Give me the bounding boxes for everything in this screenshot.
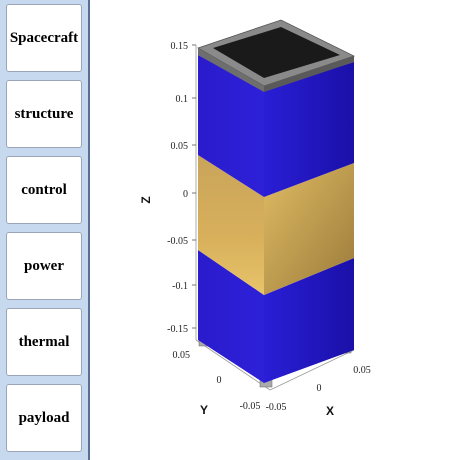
power-button[interactable]: power xyxy=(6,232,82,300)
z-tick-label: -0.15 xyxy=(167,324,188,335)
thermal-band xyxy=(198,155,354,295)
x-axis-label: X xyxy=(326,404,334,418)
x-tick-label: 0 xyxy=(317,383,322,394)
axis-lines xyxy=(195,45,355,391)
top-frame xyxy=(197,19,356,92)
control-button[interactable]: control xyxy=(6,156,82,224)
z-tick-marks xyxy=(192,44,196,329)
y-tick-label: 0 xyxy=(217,375,222,386)
x-tick-label: -0.05 xyxy=(266,402,287,413)
spacecraft-button[interactable]: Spacecraft xyxy=(6,4,82,72)
x-tick-label: 0.05 xyxy=(353,365,371,376)
y-axis-label: Y xyxy=(200,403,208,417)
z-tick-label: 0.05 xyxy=(171,141,189,152)
z-axis-label: Z xyxy=(139,196,153,203)
upper-panel xyxy=(198,55,354,197)
lower-panel xyxy=(198,250,354,383)
y-tick-label: 0.05 xyxy=(173,350,191,361)
thermal-button[interactable]: thermal xyxy=(6,308,82,376)
z-tick-label: 0.1 xyxy=(176,94,189,105)
z-tick-label: 0.15 xyxy=(171,41,189,52)
structure-button[interactable]: structure xyxy=(6,80,82,148)
z-tick-label: 0 xyxy=(183,189,188,200)
y-tick-label: -0.05 xyxy=(240,401,261,412)
z-tick-label: -0.05 xyxy=(167,236,188,247)
z-tick-label: -0.1 xyxy=(172,281,188,292)
sidebar: Spacecraft structure control power therm… xyxy=(0,0,90,460)
payload-button[interactable]: payload xyxy=(6,384,82,452)
3d-plot-area[interactable]: 0.15 0.1 0.05 0 -0.05 -0.1 -0.15 Z 0.05 … xyxy=(92,0,460,460)
spacecraft-3d-view[interactable]: 0.15 0.1 0.05 0 -0.05 -0.1 -0.15 Z 0.05 … xyxy=(92,0,460,460)
